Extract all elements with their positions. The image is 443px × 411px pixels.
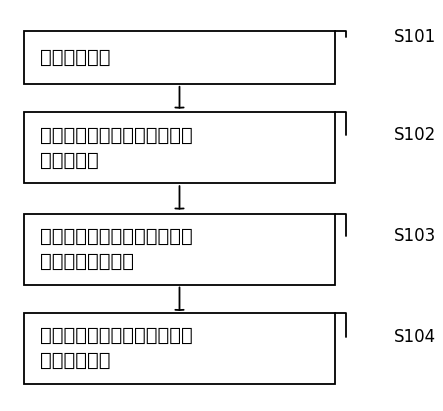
Text: S104: S104	[394, 328, 436, 346]
FancyBboxPatch shape	[23, 31, 335, 84]
Text: S101: S101	[394, 28, 436, 46]
Text: 根据数据类型和解析方法对数
据域进行解析: 根据数据类型和解析方法对数 据域进行解析	[40, 326, 193, 370]
Text: S103: S103	[394, 227, 436, 245]
FancyBboxPatch shape	[23, 313, 335, 384]
FancyBboxPatch shape	[23, 214, 335, 284]
Text: 基于结构信息确定数据域的数
据类型和解析方法: 基于结构信息确定数据域的数 据类型和解析方法	[40, 227, 193, 271]
Text: 对帧头进行解析，确定数据域
的结构信息: 对帧头进行解析，确定数据域 的结构信息	[40, 126, 193, 170]
FancyBboxPatch shape	[23, 112, 335, 183]
Text: 获取指显数据: 获取指显数据	[40, 48, 111, 67]
Text: S102: S102	[394, 125, 436, 143]
